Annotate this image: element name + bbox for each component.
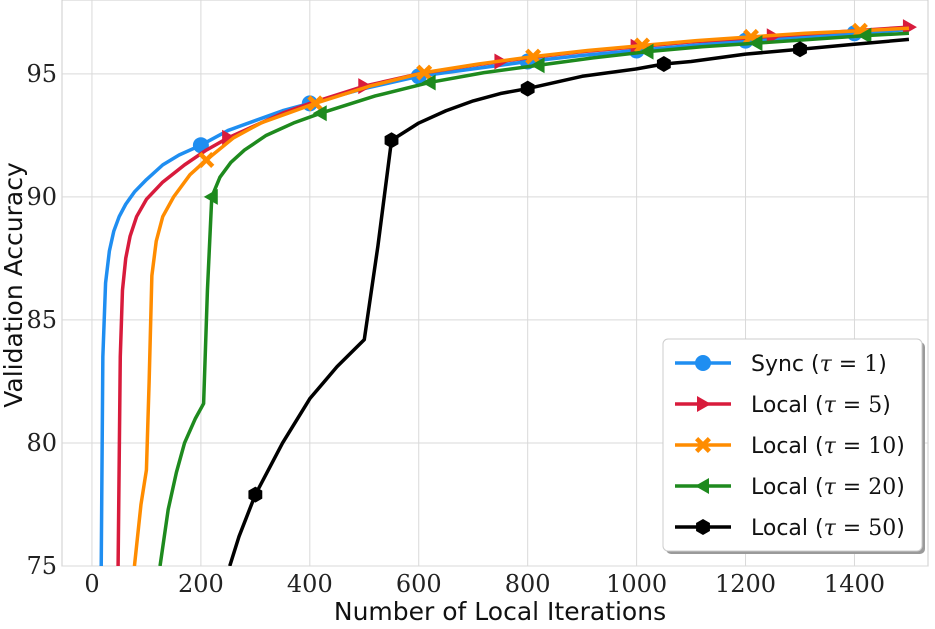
data-point-marker (639, 43, 654, 60)
data-point-marker (198, 151, 215, 168)
series-line (228, 37, 910, 566)
legend-entry: Sync (τ = 1) (675, 352, 887, 377)
legend-label: Local (τ = 10) (751, 434, 905, 459)
legend-entry: Local (τ = 10) (675, 434, 905, 459)
series-4 (158, 27, 910, 566)
legend-entry: Local (τ = 50) (675, 516, 905, 541)
series-line (132, 26, 910, 566)
data-point-marker (656, 55, 671, 72)
legend-label: Local (τ = 50) (751, 516, 905, 541)
legend-marker (696, 519, 710, 535)
data-point-marker (520, 80, 535, 97)
data-point-marker (248, 486, 263, 503)
x-tick-label: 0 (84, 570, 99, 598)
data-point-marker (203, 188, 218, 205)
x-tick-label: 200 (178, 570, 224, 598)
x-axis-label: Number of Local Iterations (334, 597, 666, 626)
legend-box (662, 338, 923, 552)
y-tick-label: 80 (26, 429, 57, 457)
y-tick-label: 95 (26, 60, 57, 88)
data-point-marker (421, 74, 436, 91)
y-axis-label: Validation Accuracy (0, 162, 28, 408)
legend-marker (695, 437, 711, 453)
legend-label: Sync (τ = 1) (751, 352, 887, 377)
series-5 (228, 37, 910, 566)
data-point-marker (857, 27, 872, 44)
legend: Sync (τ = 1) Local (τ = 5) Local (τ = 10) L… (662, 338, 925, 554)
series-layer (99, 19, 917, 566)
legend-label: Local (τ = 5) (751, 393, 891, 418)
x-tick-label: 400 (287, 570, 333, 598)
legend-entry: Local (τ = 5) (675, 393, 891, 418)
legend-marker (695, 478, 709, 494)
series-line (158, 31, 910, 566)
data-point-marker (222, 129, 237, 146)
data-point-marker (902, 19, 917, 36)
data-point-marker (748, 35, 763, 52)
data-point-marker (525, 48, 542, 65)
series-3 (132, 22, 910, 566)
y-tick-label: 90 (26, 183, 57, 211)
data-point-marker (793, 41, 807, 58)
data-point-marker (312, 105, 327, 122)
ticks: 0 200 400 600 800 1000 1200 1400 75 80 85 90 95 (26, 60, 885, 598)
legend-label: Local (τ = 20) (751, 475, 905, 500)
legend-marker (695, 355, 711, 371)
data-point-marker (530, 57, 545, 74)
y-tick-label: 85 (26, 306, 57, 334)
x-tick-label: 1400 (824, 570, 885, 598)
x-tick-label: 600 (396, 570, 442, 598)
y-tick-label: 75 (26, 552, 57, 580)
x-tick-label: 1200 (715, 570, 776, 598)
data-point-marker (384, 132, 399, 149)
legend-entry: Local (τ = 20) (675, 475, 905, 500)
x-tick-label: 1000 (606, 570, 667, 598)
data-point-marker (307, 95, 324, 112)
data-point-marker (416, 64, 433, 81)
x-tick-label: 800 (505, 570, 551, 598)
legend-marker (697, 396, 711, 412)
series-line (99, 27, 910, 566)
